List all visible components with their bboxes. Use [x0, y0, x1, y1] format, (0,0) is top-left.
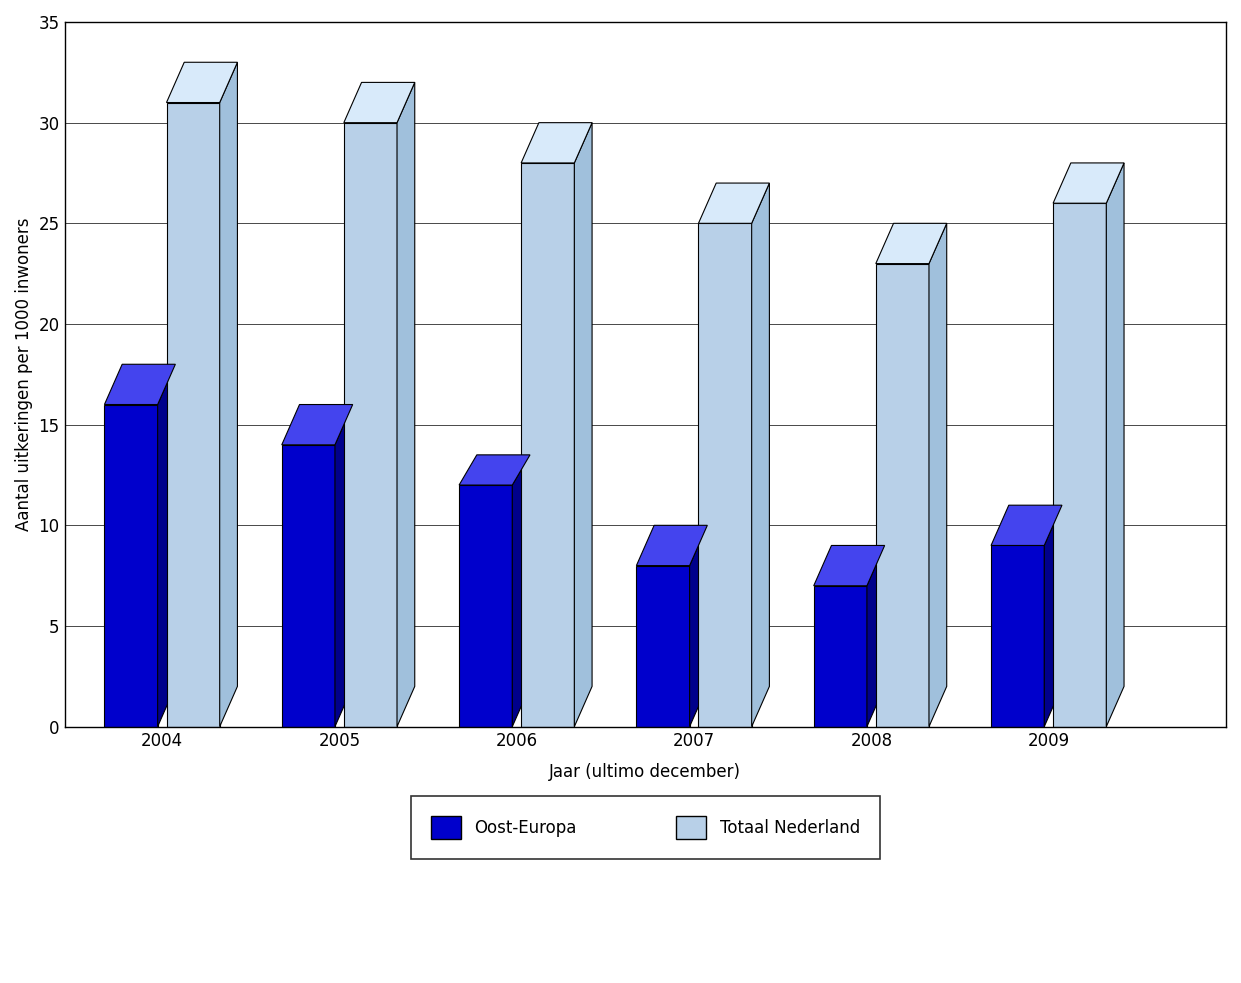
- Polygon shape: [1044, 505, 1062, 726]
- Y-axis label: Aantal uitkeringen per 1000 inwoners: Aantal uitkeringen per 1000 inwoners: [15, 217, 34, 531]
- Polygon shape: [521, 163, 575, 726]
- Polygon shape: [876, 223, 947, 263]
- Polygon shape: [1106, 163, 1124, 726]
- Polygon shape: [158, 365, 175, 726]
- Polygon shape: [397, 83, 414, 726]
- Polygon shape: [575, 123, 592, 726]
- Polygon shape: [104, 405, 158, 726]
- Polygon shape: [690, 525, 707, 726]
- Polygon shape: [459, 455, 530, 485]
- Polygon shape: [1054, 203, 1106, 726]
- Polygon shape: [814, 586, 867, 726]
- Polygon shape: [282, 405, 352, 444]
- Polygon shape: [521, 123, 592, 163]
- Polygon shape: [344, 123, 397, 726]
- Legend: Oost-Europa, Totaal Nederland: Oost-Europa, Totaal Nederland: [411, 795, 880, 859]
- Polygon shape: [104, 365, 175, 405]
- Polygon shape: [637, 565, 690, 726]
- Polygon shape: [699, 183, 769, 223]
- Polygon shape: [459, 485, 513, 726]
- Polygon shape: [752, 183, 769, 726]
- Polygon shape: [699, 223, 752, 726]
- Polygon shape: [992, 505, 1062, 546]
- Polygon shape: [282, 444, 335, 726]
- Polygon shape: [220, 62, 237, 726]
- Polygon shape: [344, 83, 414, 123]
- Polygon shape: [637, 525, 707, 565]
- Polygon shape: [992, 546, 1044, 726]
- Polygon shape: [335, 405, 352, 726]
- Polygon shape: [867, 546, 885, 726]
- Polygon shape: [814, 546, 885, 586]
- Polygon shape: [166, 102, 220, 726]
- Polygon shape: [166, 62, 237, 102]
- Polygon shape: [513, 455, 530, 726]
- X-axis label: Jaar (ultimo december): Jaar (ultimo december): [550, 764, 741, 781]
- Polygon shape: [1054, 163, 1124, 203]
- Polygon shape: [876, 263, 930, 726]
- Polygon shape: [930, 223, 947, 726]
